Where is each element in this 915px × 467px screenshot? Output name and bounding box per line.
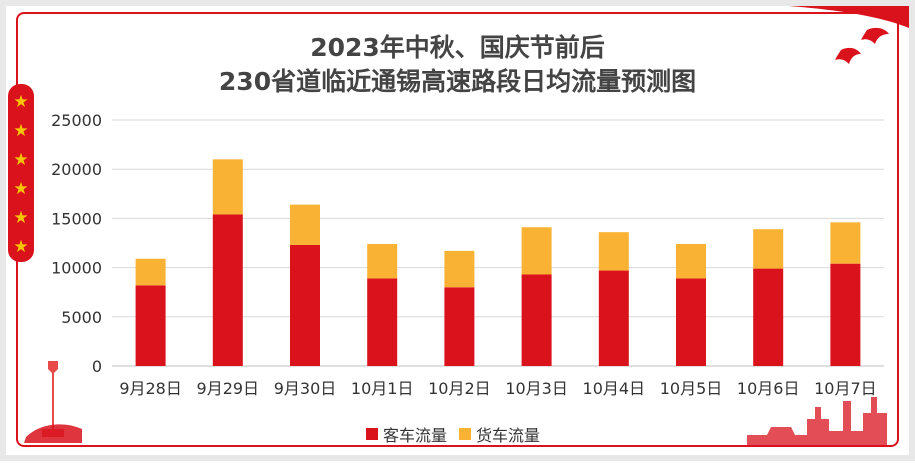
bar-freight [444, 250, 475, 288]
legend-label-freight: 货车流量 [476, 426, 541, 445]
x-tick-label: 10月6日 [737, 379, 800, 398]
x-tick-label: 10月1日 [351, 379, 414, 398]
bar-passenger [830, 263, 861, 366]
bar-passenger [676, 278, 706, 366]
chart-legend: 客车流量 货车流量 [366, 422, 552, 446]
x-tick-label: 10月2日 [428, 379, 491, 398]
bar-freight [830, 222, 861, 264]
bar-passenger [598, 270, 629, 366]
bar-freight [676, 243, 706, 279]
star-icon: ★ [13, 121, 29, 141]
bar-passenger [367, 278, 398, 366]
y-tick-label: 10000 [51, 259, 102, 278]
ribbon-corner-decoration [789, 6, 909, 28]
chart-title-line2: 230省道临近通锡高速路段日均流量预测图 [218, 67, 697, 96]
x-tick-label: 9月28日 [119, 379, 182, 398]
doves-icon [835, 27, 889, 64]
star-icon: ★ [13, 208, 29, 228]
bar-freight [598, 232, 629, 271]
y-tick-label: 25000 [51, 111, 102, 130]
monument-icon [24, 361, 82, 443]
bar-freight [135, 258, 166, 286]
bar-passenger [444, 287, 475, 366]
x-tick-label: 9月30日 [274, 379, 337, 398]
legend-item-passenger: 客车流量 [366, 422, 447, 446]
y-tick-label: 5000 [61, 308, 102, 327]
bar-passenger [135, 285, 166, 366]
x-tick-label: 10月3日 [505, 379, 568, 398]
bar-freight [367, 243, 398, 279]
x-tick-label: 9月29日 [197, 379, 260, 398]
bar-freight [753, 229, 784, 269]
bar-freight [212, 159, 243, 215]
legend-swatch-freight [459, 428, 472, 440]
bar-freight [290, 204, 320, 245]
stacked-bar-chart: 0 5000 10000 15000 20000 25000 9月28日 9月29日 9月30日… [51, 111, 884, 398]
chart-border [16, 12, 899, 447]
legend-label-passenger: 客车流量 [383, 426, 448, 445]
bar-freight [521, 227, 552, 275]
x-tick-label: 10月7日 [814, 379, 877, 398]
star-ribbon: ★ ★ ★ ★ ★ ★ [8, 84, 34, 262]
y-tick-label: 0 [92, 357, 102, 376]
legend-swatch-passenger [366, 428, 378, 440]
star-icon: ★ [13, 237, 29, 257]
bar-passenger [521, 274, 552, 366]
y-tick-label: 15000 [51, 209, 102, 228]
bar-passenger [290, 244, 320, 366]
city-skyline-icon [747, 397, 887, 447]
legend-item-freight: 货车流量 [459, 422, 540, 446]
star-icon: ★ [13, 179, 29, 199]
bar-passenger [212, 214, 243, 366]
star-icon: ★ [13, 92, 29, 112]
star-icon: ★ [13, 150, 29, 170]
y-tick-label: 20000 [51, 160, 102, 179]
x-tick-label: 10月4日 [583, 379, 646, 398]
bar-passenger [753, 268, 784, 366]
x-tick-label: 10月5日 [660, 379, 723, 398]
chart-title-line1: 2023年中秋、国庆节前后 [310, 33, 605, 62]
